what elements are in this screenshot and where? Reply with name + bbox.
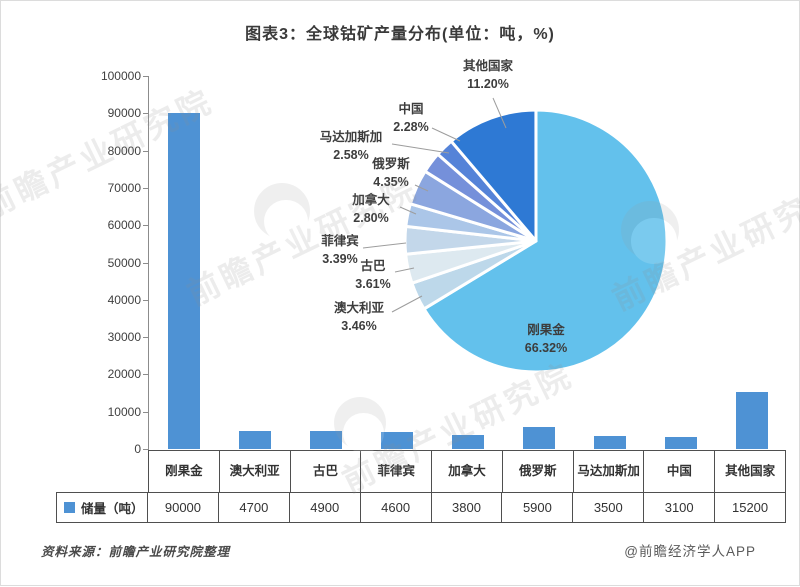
chart-title: 图表3：全球钴矿产量分布(单位：吨，%) <box>245 26 555 43</box>
legend-cell: 储量（吨） <box>56 492 148 523</box>
bar-古巴 <box>310 430 343 449</box>
category-cell: 菲律宾 <box>361 450 433 492</box>
category-cell: 加拿大 <box>432 450 503 492</box>
category-cell: 澳大利亚 <box>219 450 291 492</box>
y-tick-label: 90000 <box>107 106 141 121</box>
bar-其他国家 <box>735 392 768 449</box>
value-cell: 3100 <box>644 492 716 523</box>
value-cell: 4700 <box>218 492 290 523</box>
legend-swatch-icon <box>64 502 75 513</box>
plot-area <box>143 76 787 450</box>
value-cell: 4900 <box>289 492 361 523</box>
y-tick-label: 70000 <box>107 180 141 195</box>
value-cell: 3800 <box>431 492 503 523</box>
category-cell: 刚果金 <box>148 450 220 492</box>
y-tick-mark <box>143 449 149 450</box>
y-tick-label: 20000 <box>107 367 141 382</box>
y-tick-mark <box>143 150 149 152</box>
y-tick-label: 50000 <box>107 255 141 270</box>
y-axis: 100000 90000 80000 70000 60000 50000 40000 3000… <box>59 1 141 501</box>
y-tick-label: 60000 <box>107 218 141 233</box>
y-tick-mark <box>143 113 149 115</box>
category-cell: 古巴 <box>290 450 362 492</box>
value-cell: 3500 <box>573 492 645 523</box>
y-tick-mark <box>143 76 149 77</box>
bar-澳大利亚 <box>239 431 272 449</box>
value-row: 储量（吨） 90000 4700 4900 4600 3800 5900 3500 3100 1… <box>56 492 787 523</box>
bar-中国 <box>664 437 697 449</box>
y-tick-mark <box>143 374 149 376</box>
category-cell: 俄罗斯 <box>502 450 574 492</box>
y-tick-label: 0 <box>134 442 141 456</box>
bar-菲律宾 <box>381 431 414 449</box>
value-cell: 15200 <box>715 492 787 523</box>
y-tick-label: 40000 <box>107 292 141 307</box>
value-cell: 4600 <box>360 492 432 523</box>
y-tick-mark <box>143 411 149 413</box>
y-tick-mark <box>143 262 149 264</box>
value-cell: 5900 <box>502 492 574 523</box>
bar-加拿大 <box>452 434 484 449</box>
bar-俄罗斯 <box>522 427 555 449</box>
category-cell: 马达加斯加 <box>573 450 645 492</box>
value-cell: 90000 <box>148 492 219 523</box>
category-cell: 中国 <box>644 450 716 492</box>
y-tick-mark <box>143 299 149 301</box>
y-tick-mark <box>143 187 149 189</box>
y-tick-label: 10000 <box>107 404 141 419</box>
pie-label-name: 其他国家 <box>462 59 513 73</box>
credit: @前瞻经济学人APP <box>624 544 756 559</box>
legend-label: 储量（吨） <box>81 502 144 516</box>
category-cell: 其他国家 <box>715 450 787 492</box>
y-tick-label: 100000 <box>100 69 141 83</box>
y-tick-label: 80000 <box>107 143 141 158</box>
y-tick-mark <box>143 337 149 339</box>
bar-马达加斯加 <box>593 435 626 449</box>
y-tick-mark <box>143 225 149 227</box>
category-row: 刚果金 澳大利亚 古巴 菲律宾 加拿大 俄罗斯 马达加斯加 中国 其他国家 <box>148 450 787 492</box>
source-note: 资料来源：前瞻产业研究院整理 <box>41 545 231 559</box>
bar-刚果金 <box>168 113 201 449</box>
y-tick-label: 30000 <box>107 330 141 345</box>
